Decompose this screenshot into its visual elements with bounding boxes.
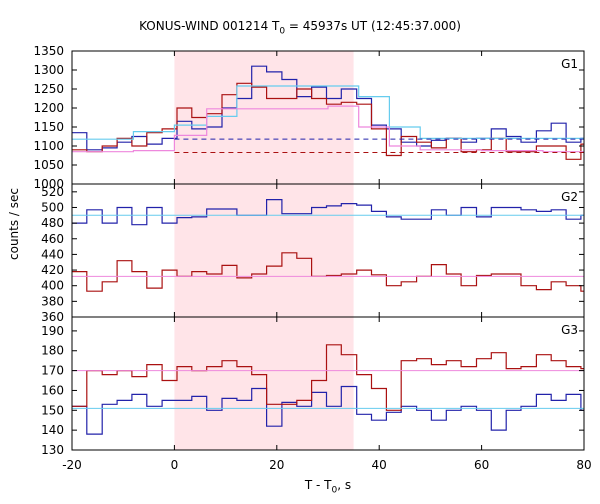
panel-G3-series-red-step: [72, 344, 584, 411]
x-tick-label: 20: [269, 458, 284, 472]
panel-G1-ytick-label: 1200: [33, 101, 64, 115]
chart-title-subscript: 0: [279, 26, 286, 37]
panel-G1-ytick-label: 1250: [33, 82, 64, 96]
panel-G3-frame: [71, 316, 585, 451]
panel-G2-ytick-label: 480: [41, 216, 64, 230]
x-axis-label: T - T0, s: [0, 478, 600, 495]
panel-G3-series-blue-step: [72, 385, 584, 435]
panel-G2-ytick-label: 500: [41, 200, 64, 214]
x-tick-label: 60: [474, 458, 489, 472]
panel-G2-series-blue-step: [72, 199, 584, 226]
panel-G3-ytick-label: 130: [41, 443, 64, 457]
burst-interval-shade: [174, 51, 354, 450]
panel-G3-ytick-label: 150: [41, 403, 64, 417]
panel-G1-series-blue-step: [72, 65, 584, 151]
x-tick-label: 40: [372, 458, 387, 472]
panel-G2-ytick-label: 520: [41, 185, 64, 199]
panel-G1-ytick-label: 1300: [33, 63, 64, 77]
panel-G1-series-cyan-step: [72, 85, 584, 140]
panel-G3-ytick-label: 140: [41, 423, 64, 437]
panel-G2-ytick-label: 400: [41, 279, 64, 293]
panel-G1-ytick-label: 1150: [33, 120, 64, 134]
x-axis-label-subscript: 0: [331, 485, 338, 496]
panel-G2-ytick-label: 380: [41, 294, 64, 308]
chart-title-main: KONUS-WIND 001214 T: [139, 19, 280, 33]
panel-label-G2: G2: [561, 190, 578, 204]
panel-G1-series: [72, 65, 584, 160]
panel-G1-series-pink-step: [72, 105, 584, 153]
panel-G3-ytick-label: 170: [41, 364, 64, 378]
panel-G3-ytick-label: 190: [41, 324, 64, 338]
x-tick-label: 0: [171, 458, 179, 472]
panel-G2-series-red-step: [72, 252, 584, 292]
y-axis-label: counts / sec: [7, 187, 21, 260]
panel-G2-ytick-label: 460: [41, 232, 64, 246]
panel-G3-series: [72, 344, 584, 435]
x-tick-label: 80: [576, 458, 591, 472]
panel-G1-ytick-label: 1050: [33, 158, 64, 172]
panel-G1-ytick-label: 1000: [33, 177, 64, 191]
panel-label-G3: G3: [561, 323, 578, 337]
panel-G1-ytick-label: 1350: [33, 44, 64, 58]
panel-G2-ytick-label: 440: [41, 247, 64, 261]
panel-G1-ytick-label: 1100: [33, 139, 64, 153]
panel-G3-ytick-label: 160: [41, 383, 64, 397]
panel-G2-ytick-label: 420: [41, 263, 64, 277]
x-axis-label-rest: , s: [337, 478, 352, 492]
panel-G3-ytick-label: 180: [41, 344, 64, 358]
x-tick-label: -20: [62, 458, 82, 472]
chart-title: KONUS-WIND 001214 T0 = 45937s UT (12:45:…: [0, 19, 600, 36]
panel-label-G1: G1: [561, 57, 578, 71]
chart-title-rest: = 45937s UT (12:45:37.000): [285, 19, 461, 33]
panel-G2-series: [72, 199, 584, 292]
panel-G2-ytick-label: 360: [41, 310, 64, 324]
x-axis-label-main: T - T: [304, 478, 332, 492]
